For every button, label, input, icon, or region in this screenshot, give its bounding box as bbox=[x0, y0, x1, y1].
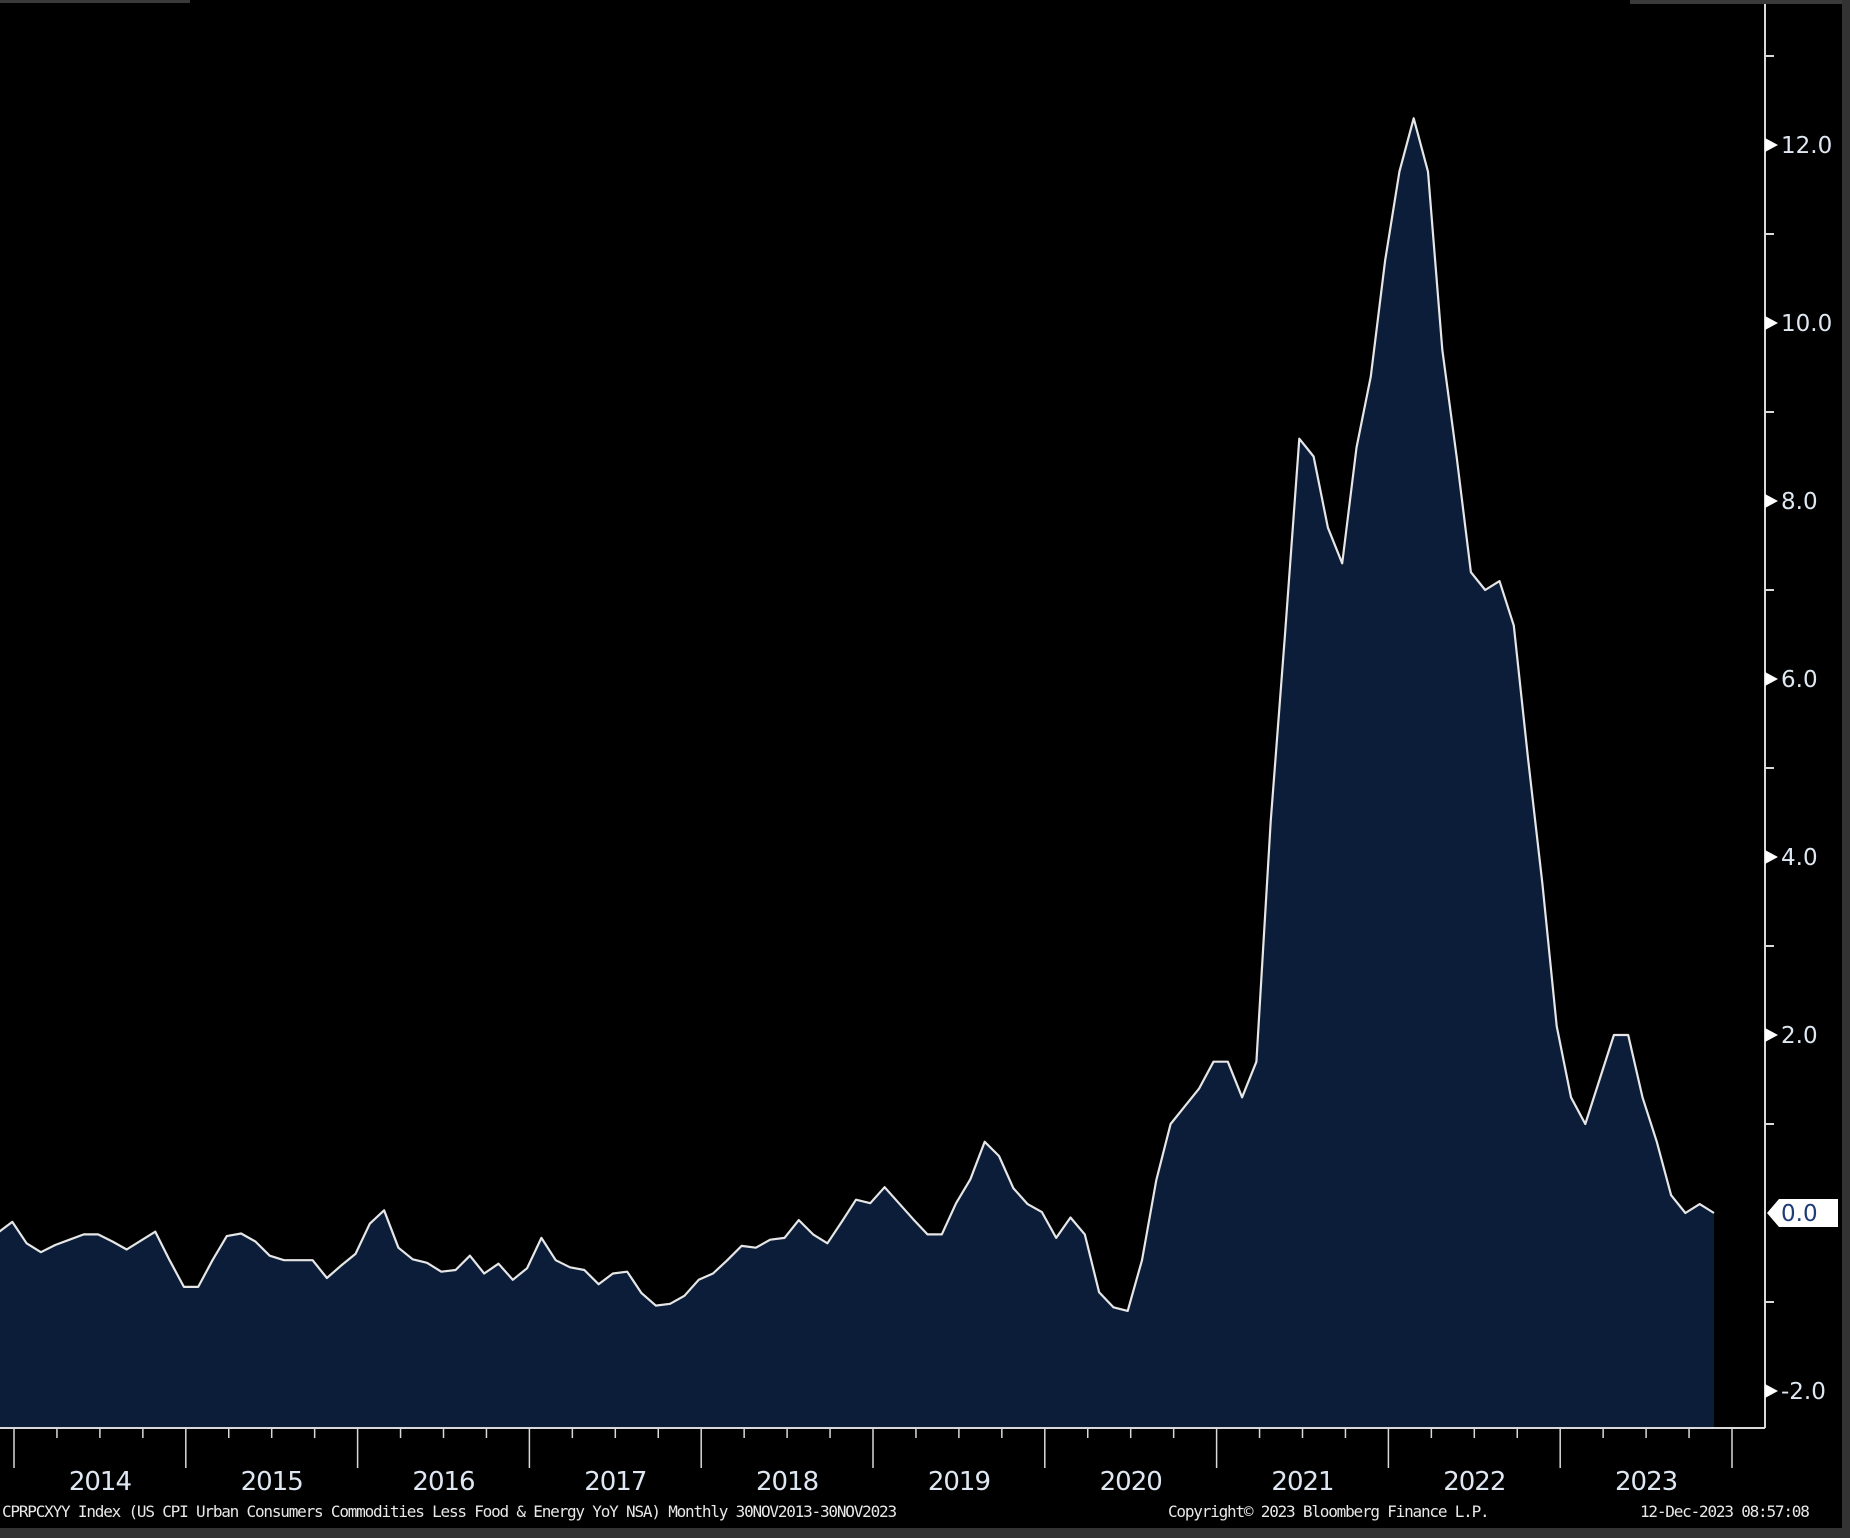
x-tick-label: 2021 bbox=[1271, 1467, 1333, 1497]
x-tick-label: 2015 bbox=[241, 1467, 303, 1497]
x-tick-label: 2018 bbox=[756, 1467, 818, 1497]
y-tick-label: 8.0 bbox=[1781, 489, 1818, 515]
right-band bbox=[1842, 0, 1850, 1538]
area-fill bbox=[0, 118, 1714, 1428]
x-tick-label: 2020 bbox=[1100, 1467, 1162, 1497]
y-major-tick bbox=[1765, 1384, 1778, 1398]
x-tick-label: 2014 bbox=[69, 1467, 132, 1497]
x-tick-label: 2022 bbox=[1443, 1467, 1505, 1497]
y-tick-label: 12.0 bbox=[1781, 133, 1832, 159]
top-strip bbox=[1630, 0, 1850, 4]
x-tick-label: 2019 bbox=[928, 1467, 990, 1497]
x-tick-label: 2017 bbox=[584, 1467, 646, 1497]
y-major-tick bbox=[1765, 316, 1778, 330]
footer-security-description: CPRPCXYY Index (US CPI Urban Consumers C… bbox=[2, 1502, 897, 1521]
y-major-tick bbox=[1765, 494, 1778, 508]
y-tick-label: 6.0 bbox=[1781, 667, 1818, 693]
x-tick-label: 2016 bbox=[412, 1467, 474, 1497]
y-major-tick bbox=[1765, 850, 1778, 864]
last-value-label: 0.0 bbox=[1781, 1201, 1818, 1227]
y-major-tick bbox=[1765, 672, 1778, 686]
last-value-marker bbox=[1767, 1199, 1838, 1227]
y-tick-label: 4.0 bbox=[1781, 845, 1818, 871]
footer-timestamp: 12-Dec-2023 08:57:08 bbox=[1640, 1502, 1810, 1521]
x-tick-label: 2023 bbox=[1615, 1467, 1677, 1497]
y-major-tick bbox=[1765, 138, 1778, 152]
series-line bbox=[0, 117, 1715, 1312]
y-tick-label: -2.0 bbox=[1781, 1379, 1826, 1405]
y-tick-label: 2.0 bbox=[1781, 1023, 1818, 1049]
bottom-band bbox=[0, 1528, 1850, 1538]
y-major-tick bbox=[1765, 1028, 1778, 1042]
footer-copyright: Copyright© 2023 Bloomberg Finance L.P. bbox=[1168, 1502, 1490, 1521]
y-tick-label: 10.0 bbox=[1781, 311, 1832, 337]
top-strip bbox=[0, 0, 190, 3]
